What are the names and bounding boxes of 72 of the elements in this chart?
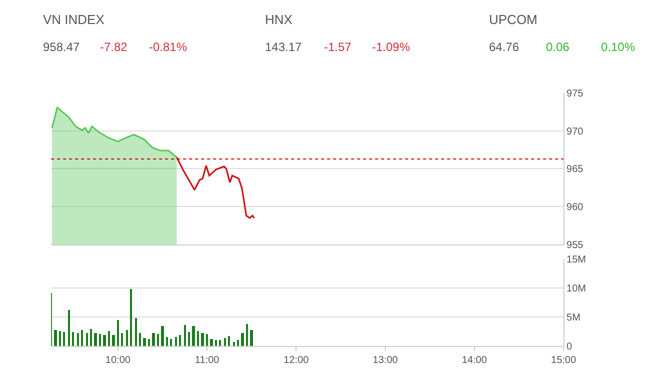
- bar: [77, 333, 80, 346]
- text: 0.10%: [601, 40, 636, 54]
- bar: [215, 340, 218, 346]
- bar: [206, 334, 208, 346]
- x-tick-label: 12:00: [284, 354, 310, 366]
- bar: [166, 337, 168, 346]
- x-tick-label: 14:00: [462, 354, 488, 366]
- y-tick-label: 15M: [566, 254, 586, 266]
- x-tick-label: 11:00: [194, 354, 220, 366]
- y-tick-label: 0: [566, 341, 573, 352]
- bar: [86, 333, 88, 346]
- bar: [81, 330, 84, 346]
- bar: [148, 339, 150, 346]
- x-tick-label: 13:00: [372, 354, 398, 366]
- bar: [192, 326, 196, 346]
- line-series: [176, 156, 256, 219]
- bar: [143, 338, 146, 346]
- bar: [224, 338, 226, 346]
- bar: [250, 330, 254, 346]
- y-tick-label: 960: [566, 202, 584, 214]
- y-tick-label: 975: [566, 88, 584, 100]
- bar: [175, 337, 178, 346]
- bar: [94, 333, 98, 346]
- bar: [197, 331, 200, 346]
- bar: [54, 330, 58, 346]
- bar: [157, 334, 160, 346]
- bar: [130, 289, 132, 346]
- bar: [246, 324, 248, 346]
- text: VN INDEX: [43, 12, 105, 27]
- bar: [135, 318, 138, 346]
- bar: [99, 334, 102, 346]
- bar: [90, 329, 92, 346]
- text: UPCOM: [489, 12, 538, 27]
- text: 958.47: [43, 40, 80, 54]
- bar: [210, 339, 214, 346]
- y-tick-label: 965: [566, 164, 584, 176]
- text: -1.57: [324, 40, 352, 54]
- bar: [188, 332, 190, 346]
- bar: [103, 335, 106, 346]
- bar: [152, 333, 156, 346]
- bar: [237, 340, 240, 346]
- bar: [170, 339, 172, 346]
- bar: [126, 330, 128, 346]
- text: 64.76: [489, 40, 520, 54]
- bar: [241, 333, 244, 346]
- bar: [228, 336, 230, 346]
- bar: [139, 333, 142, 346]
- bar: [121, 333, 124, 346]
- x-tick-label: 10:00: [105, 354, 131, 366]
- text: 0.06: [546, 40, 570, 54]
- bar: [219, 340, 222, 346]
- y-tick-label: 955: [566, 240, 584, 251]
- y-tick-label: 5M: [566, 312, 580, 324]
- bar: [59, 331, 62, 346]
- bar: [68, 310, 70, 346]
- text: 143.17: [265, 40, 302, 54]
- bar: [184, 325, 186, 346]
- bar: [233, 342, 236, 346]
- bar: [112, 335, 116, 346]
- text: -0.81%: [149, 40, 188, 54]
- bar: [179, 335, 182, 346]
- bar: [72, 332, 74, 346]
- bar: [108, 331, 110, 346]
- y-tick-label: 10M: [566, 283, 586, 294]
- bar: [117, 320, 120, 346]
- text: -1.09%: [372, 40, 410, 54]
- bar: [201, 333, 204, 346]
- bar: [161, 326, 164, 346]
- text: HNX: [265, 12, 293, 27]
- y-tick-label: 970: [566, 126, 584, 138]
- text: -7.82: [100, 40, 128, 54]
- x-tick-label: 15:00: [551, 354, 576, 366]
